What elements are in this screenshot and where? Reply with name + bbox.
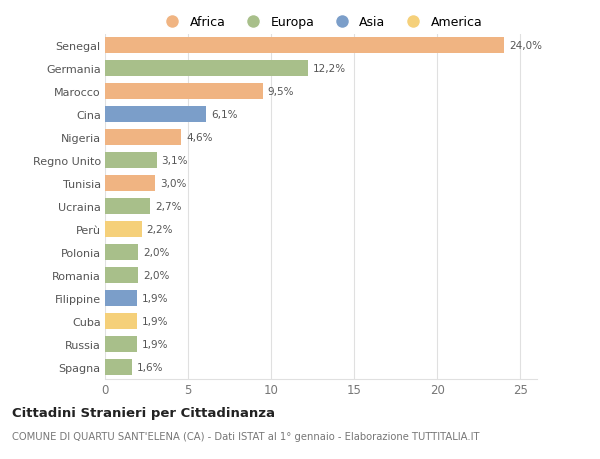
Text: 6,1%: 6,1% — [211, 110, 238, 120]
Text: COMUNE DI QUARTU SANT'ELENA (CA) - Dati ISTAT al 1° gennaio - Elaborazione TUTTI: COMUNE DI QUARTU SANT'ELENA (CA) - Dati … — [12, 431, 479, 442]
Bar — [105, 175, 155, 192]
Bar — [105, 359, 131, 375]
Bar — [105, 221, 142, 238]
Text: 3,1%: 3,1% — [161, 156, 188, 166]
Text: 2,2%: 2,2% — [146, 224, 173, 235]
Text: 1,9%: 1,9% — [142, 339, 168, 349]
Bar — [105, 38, 504, 54]
Text: 1,9%: 1,9% — [142, 316, 168, 326]
Bar — [105, 313, 137, 330]
Bar — [105, 244, 138, 261]
Text: 1,9%: 1,9% — [142, 293, 168, 303]
Text: 2,0%: 2,0% — [143, 270, 170, 280]
Text: 24,0%: 24,0% — [509, 41, 542, 51]
Text: 12,2%: 12,2% — [313, 64, 346, 74]
Text: 9,5%: 9,5% — [268, 87, 295, 97]
Text: Cittadini Stranieri per Cittadinanza: Cittadini Stranieri per Cittadinanza — [12, 406, 275, 419]
Legend: Africa, Europa, Asia, America: Africa, Europa, Asia, America — [155, 11, 487, 34]
Bar — [105, 198, 150, 215]
Text: 1,6%: 1,6% — [137, 362, 163, 372]
Bar — [105, 61, 308, 77]
Bar — [105, 267, 138, 284]
Bar — [105, 129, 181, 146]
Bar — [105, 152, 157, 169]
Bar — [105, 84, 263, 100]
Bar — [105, 106, 206, 123]
Text: 2,0%: 2,0% — [143, 247, 170, 257]
Bar — [105, 290, 137, 307]
Text: 3,0%: 3,0% — [160, 179, 186, 189]
Bar — [105, 336, 137, 353]
Text: 2,7%: 2,7% — [155, 202, 181, 212]
Text: 4,6%: 4,6% — [187, 133, 213, 143]
